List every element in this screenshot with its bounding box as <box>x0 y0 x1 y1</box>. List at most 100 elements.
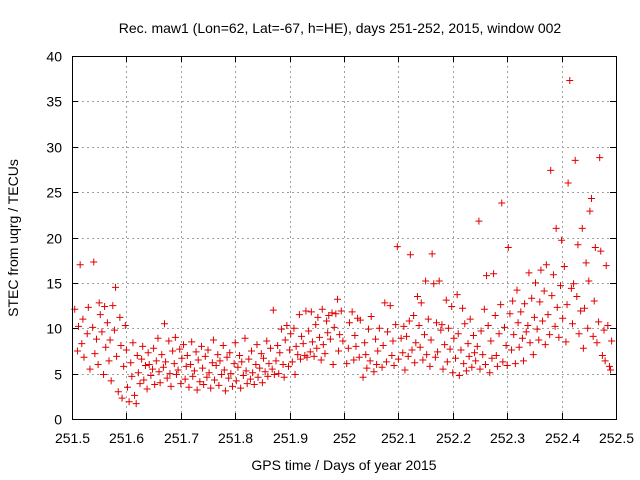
data-point <box>584 324 592 332</box>
data-point <box>390 361 398 369</box>
data-point <box>83 330 91 338</box>
data-point <box>419 356 427 364</box>
data-point <box>448 302 456 310</box>
data-point <box>502 341 510 349</box>
data-point <box>136 380 144 388</box>
data-point <box>118 394 126 402</box>
data-point <box>239 371 247 379</box>
data-point <box>352 342 360 350</box>
data-point <box>607 366 615 374</box>
data-point <box>129 339 137 347</box>
data-point <box>160 320 168 328</box>
data-point <box>258 379 266 387</box>
data-point <box>156 379 164 387</box>
data-point <box>96 311 104 319</box>
data-point <box>350 356 358 364</box>
data-point <box>475 217 483 225</box>
data-point <box>500 323 508 331</box>
data-point <box>95 299 103 307</box>
data-point <box>89 323 97 331</box>
data-point <box>571 156 579 164</box>
data-point <box>508 346 516 354</box>
data-point <box>437 326 445 334</box>
data-point <box>384 328 392 336</box>
data-point <box>275 370 283 378</box>
data-point <box>410 312 418 320</box>
data-point <box>533 325 541 333</box>
data-point <box>483 272 491 280</box>
data-point <box>248 347 256 355</box>
y-tick-label: 25 <box>46 185 62 201</box>
data-point <box>539 317 547 325</box>
data-point <box>163 374 171 382</box>
data-point <box>468 363 476 371</box>
data-point <box>526 339 534 347</box>
data-point <box>162 358 170 366</box>
data-point <box>481 361 489 369</box>
data-point <box>197 342 205 350</box>
data-point <box>133 351 141 359</box>
data-point <box>193 386 201 394</box>
data-point <box>283 322 291 330</box>
data-point <box>597 247 605 255</box>
y-axis: 0 5 10 15 20 25 30 35 40 <box>46 49 616 428</box>
data-point <box>359 373 367 381</box>
data-point <box>269 306 277 314</box>
data-point <box>490 270 498 278</box>
data-point <box>205 369 213 377</box>
y-tick-label: 10 <box>46 321 62 337</box>
data-point <box>563 301 571 309</box>
data-point <box>568 320 576 328</box>
data-point <box>305 327 313 335</box>
data-point <box>218 371 226 379</box>
data-point <box>246 375 254 383</box>
data-point <box>582 259 590 267</box>
data-point <box>454 330 462 338</box>
data-point <box>427 336 435 344</box>
data-point <box>230 360 238 368</box>
data-point <box>552 224 560 232</box>
data-point <box>493 362 501 370</box>
data-point <box>578 224 586 232</box>
data-point <box>379 341 387 349</box>
data-point <box>465 352 473 360</box>
data-point <box>113 352 121 360</box>
data-point <box>299 340 307 348</box>
data-point <box>92 335 100 343</box>
data-point <box>259 354 267 362</box>
data-point <box>544 311 552 319</box>
data-point <box>531 279 539 287</box>
data-point <box>264 372 272 380</box>
y-tick-label: 35 <box>46 94 62 110</box>
y-tick-label: 5 <box>54 367 62 383</box>
data-point <box>335 347 343 355</box>
data-point <box>287 330 295 338</box>
data-point <box>200 381 208 389</box>
data-point <box>435 277 443 285</box>
data-point <box>367 312 375 320</box>
data-point <box>604 322 612 330</box>
data-point <box>101 302 109 310</box>
data-point <box>514 319 522 327</box>
data-point <box>547 166 555 174</box>
data-point <box>220 366 228 374</box>
data-point <box>310 352 318 360</box>
data-point <box>172 371 180 379</box>
data-point <box>593 339 601 347</box>
data-point <box>91 350 99 358</box>
data-point <box>138 355 146 363</box>
data-point <box>401 366 409 374</box>
data-point <box>270 371 278 379</box>
data-point <box>488 354 496 362</box>
data-point <box>381 299 389 307</box>
data-point <box>127 359 135 367</box>
data-point <box>588 194 596 202</box>
data-point <box>128 372 136 380</box>
data-point <box>286 346 294 354</box>
data-point <box>511 360 519 368</box>
data-point <box>348 308 356 316</box>
data-point <box>548 292 556 300</box>
data-point <box>602 262 610 270</box>
data-point <box>328 309 336 317</box>
data-point <box>438 321 446 329</box>
